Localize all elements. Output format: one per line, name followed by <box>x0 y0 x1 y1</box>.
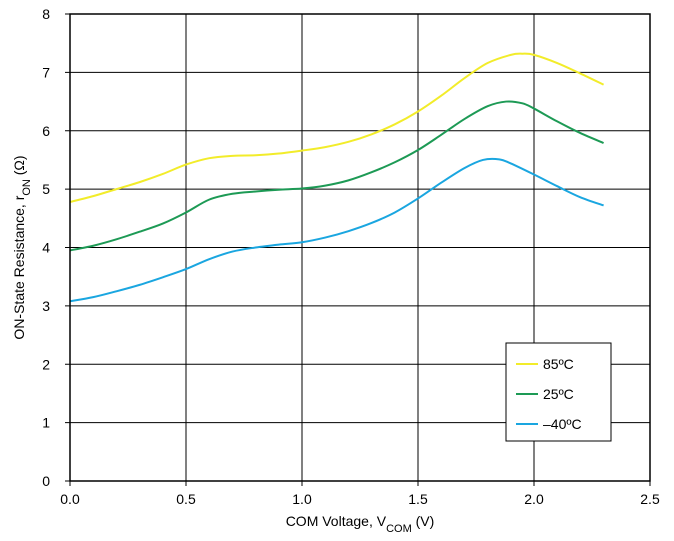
x-tick-label: 2.0 <box>524 491 544 507</box>
y-tick-label: 3 <box>42 298 50 314</box>
legend-label: 25ºC <box>543 386 574 402</box>
y-axis-label: ON-State Resistance, rON (Ω) <box>11 155 33 339</box>
legend-label: –40ºC <box>543 416 582 432</box>
x-axis-label: COM Voltage, VCOM (V) <box>286 513 435 535</box>
y-tick-label: 5 <box>42 181 50 197</box>
y-tick-label: 7 <box>42 64 50 80</box>
y-tick-label: 8 <box>42 6 50 22</box>
x-tick-label: 1.5 <box>408 491 428 507</box>
x-axis-label-unit: (V) <box>412 513 435 529</box>
y-tick-label: 4 <box>42 240 50 256</box>
y-tick-label: 2 <box>42 356 50 372</box>
y-tick-label: 6 <box>42 123 50 139</box>
x-axis-label-subscript: COM <box>386 523 412 535</box>
series-line-2 <box>69 100 604 252</box>
ticks: 0.0 0.5 1.0 1.5 2.0 2.5 0 1 2 3 4 5 6 7 8 <box>42 6 660 507</box>
x-tick-label: 0.0 <box>60 491 80 507</box>
x-axis-label-main: COM Voltage, V <box>286 513 387 529</box>
series-layer <box>69 52 605 303</box>
y-tick-label: 1 <box>42 415 50 431</box>
y-axis-label-subscript: ON <box>21 179 33 196</box>
series-line-3 <box>69 157 604 303</box>
series-line-1 <box>69 52 605 203</box>
legend-label: 85ºC <box>543 356 574 372</box>
legend: 85ºC 25ºC –40ºC <box>505 342 612 442</box>
y-axis-label-unit: (Ω) <box>11 155 27 179</box>
y-tick-label: 0 <box>42 473 50 489</box>
x-tick-label: 2.5 <box>640 491 660 507</box>
gridlines <box>70 14 650 481</box>
x-tick-label: 1.0 <box>292 491 312 507</box>
y-axis-label-main: ON-State Resistance, r <box>11 195 27 339</box>
x-tick-label: 0.5 <box>176 491 196 507</box>
